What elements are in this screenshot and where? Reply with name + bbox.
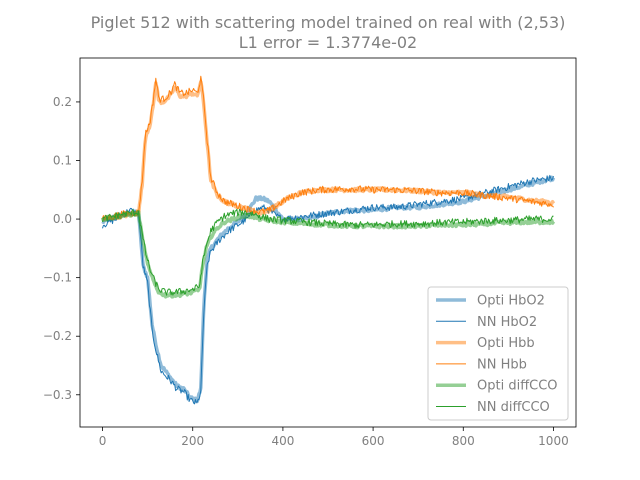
y-axis: −0.3 −0.2 −0.1 0.0 0.1 0.2 bbox=[43, 95, 80, 402]
legend-label: Opti Hbb bbox=[477, 336, 535, 351]
x-tick-label: 200 bbox=[181, 434, 204, 448]
legend-label: Opti HbO2 bbox=[477, 294, 545, 309]
legend-label: NN HbO2 bbox=[477, 315, 537, 330]
series-layer bbox=[100, 75, 556, 405]
x-tick-label: 400 bbox=[271, 434, 294, 448]
legend: Opti HbO2 NN HbO2 Opti Hbb NN Hbb Opti diffC… bbox=[427, 286, 569, 421]
y-tick-label: −0.1 bbox=[43, 271, 72, 285]
y-tick-label: 0.2 bbox=[53, 95, 72, 109]
series-line-nn-diffcco bbox=[102, 208, 554, 296]
y-tick-label: 0.1 bbox=[53, 154, 72, 168]
legend-items: Opti HbO2 NN HbO2 Opti Hbb NN Hbb Opti diffC… bbox=[436, 294, 558, 415]
series-line-nn-hbb bbox=[102, 75, 554, 221]
x-tick-label: 1000 bbox=[538, 434, 569, 448]
y-tick-label: −0.3 bbox=[43, 388, 72, 402]
series-line-opti-hbb bbox=[101, 80, 556, 222]
legend-label: Opti diffCCO bbox=[477, 379, 558, 394]
y-tick-label: −0.2 bbox=[43, 329, 72, 343]
y-tick-label: 0.0 bbox=[53, 212, 72, 226]
x-tick-label: 800 bbox=[452, 434, 475, 448]
chart-subtitle: L1 error = 1.3774e-02 bbox=[239, 33, 417, 52]
legend-label: NN diffCCO bbox=[477, 400, 550, 415]
chart-title: Piglet 512 with scattering model trained… bbox=[91, 13, 566, 32]
plot-frame bbox=[79, 57, 577, 428]
legend-label: NN Hbb bbox=[477, 357, 527, 372]
x-tick-label: 600 bbox=[362, 434, 385, 448]
x-axis: 0 200 400 600 800 1000 bbox=[99, 427, 569, 448]
x-tick-label: 0 bbox=[99, 434, 107, 448]
